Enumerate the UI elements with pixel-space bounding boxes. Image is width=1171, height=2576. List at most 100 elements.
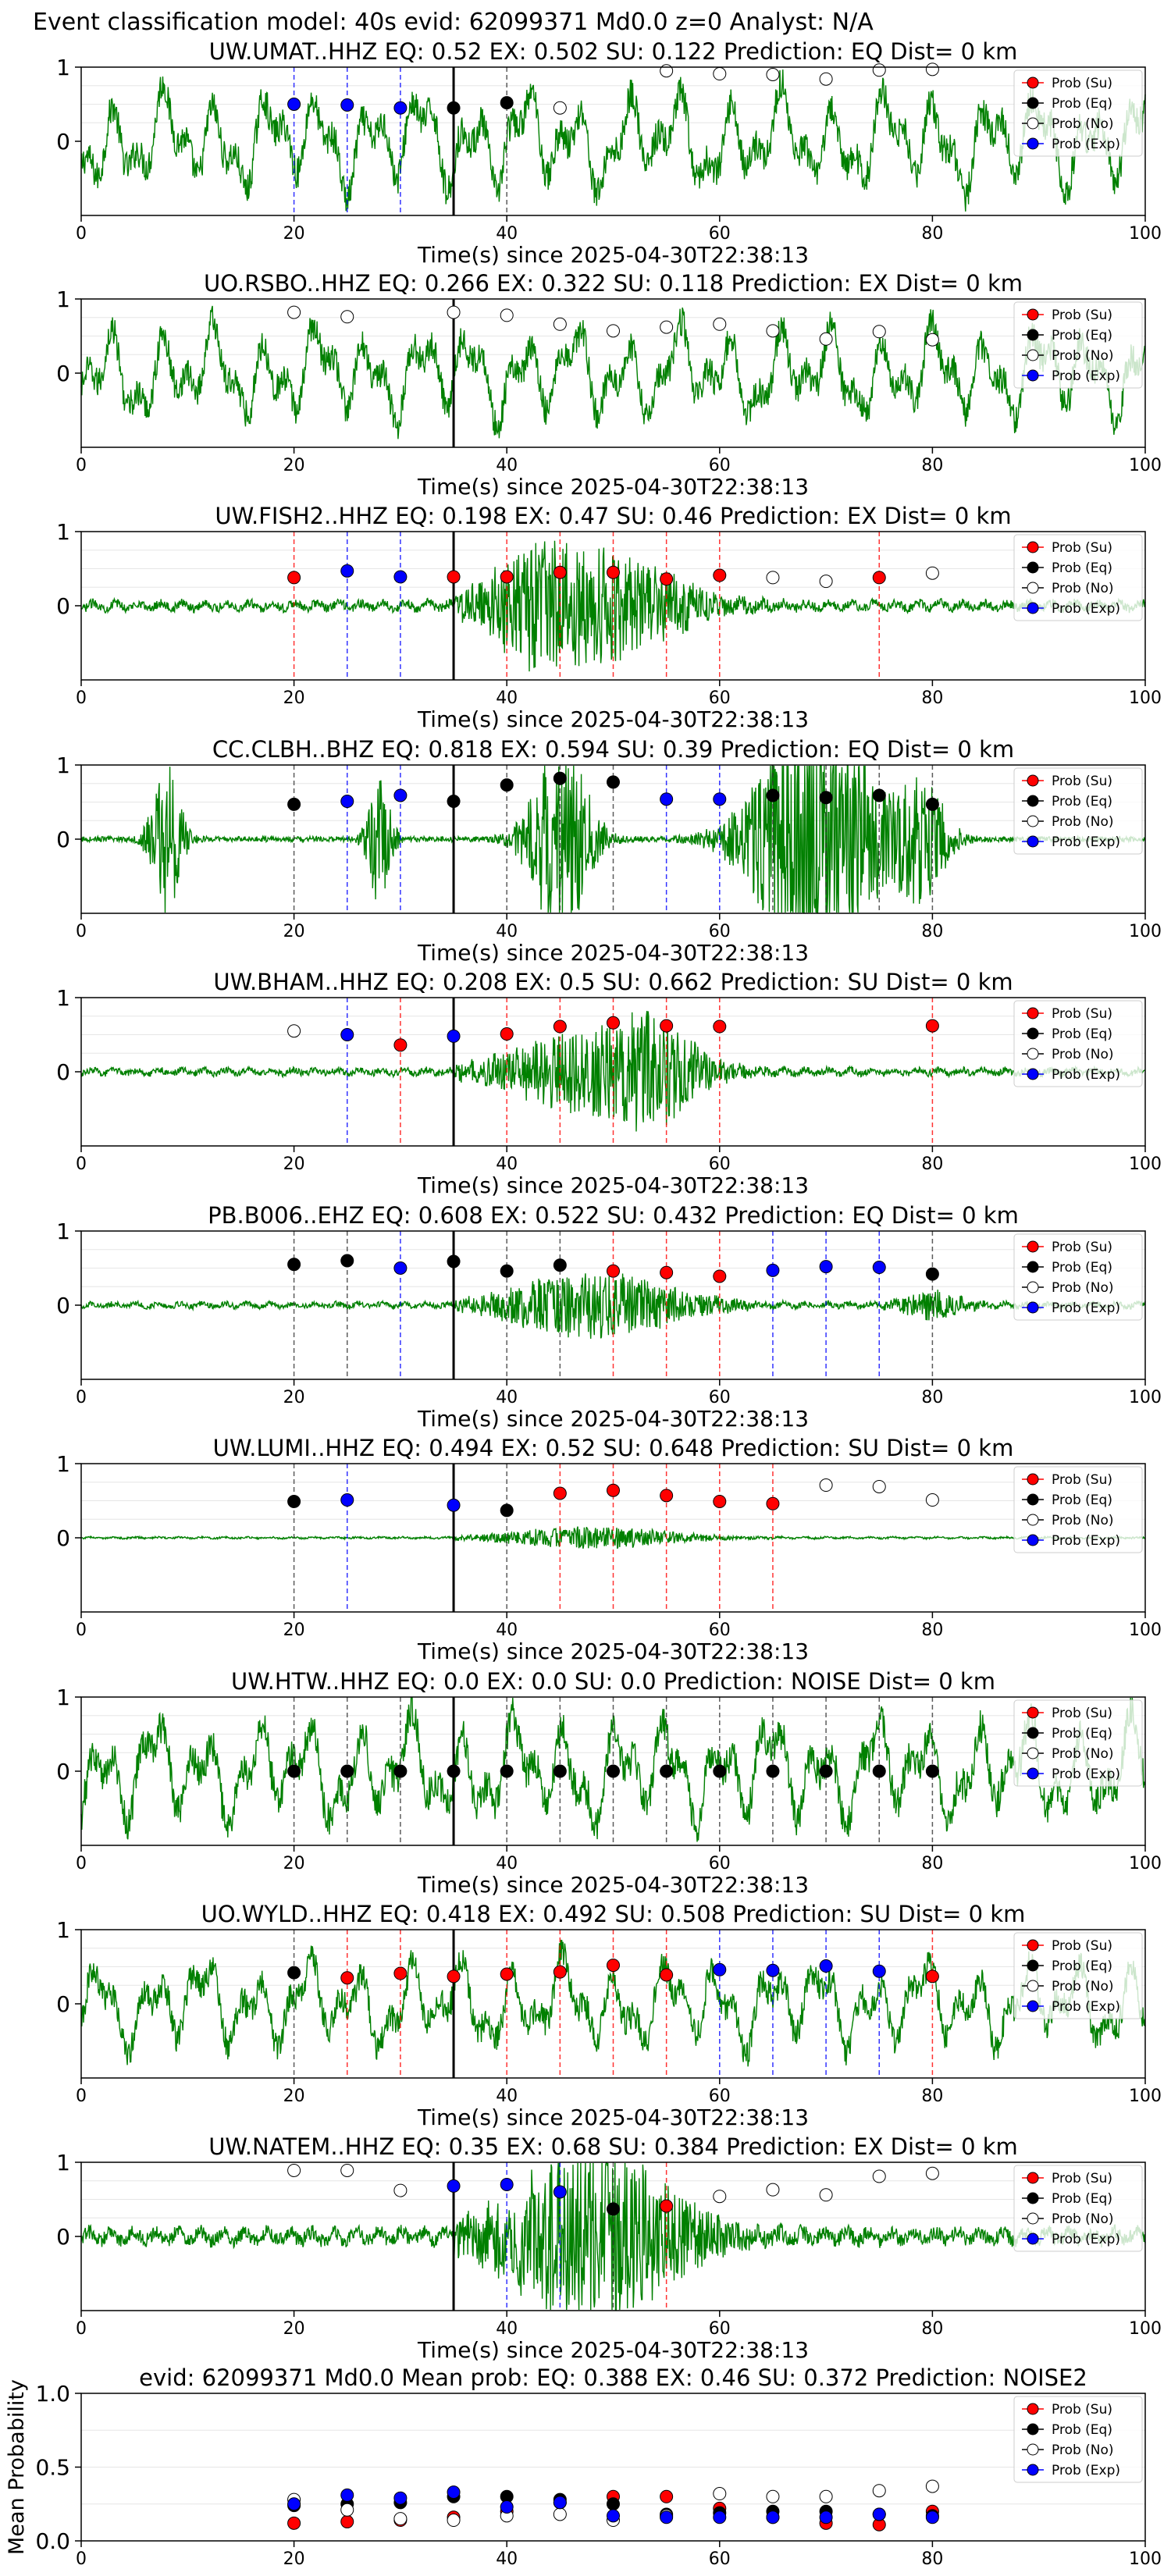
prob-point-su (447, 570, 461, 584)
x-tick-label: 40 (496, 2087, 518, 2106)
prob-point-no (607, 324, 620, 338)
legend-marker-su (1027, 1939, 1039, 1952)
x-tick-label: 0 (76, 2549, 87, 2569)
legend-marker-eq (1027, 561, 1039, 574)
x-tick-label: 60 (709, 456, 731, 475)
prob-point-eq (500, 778, 514, 792)
mean-point-exp (660, 2510, 674, 2524)
prob-point-eq (447, 795, 461, 809)
prob-point-su (660, 1968, 674, 1982)
x-tick-label: 80 (921, 922, 943, 941)
legend-marker-no (1027, 2443, 1039, 2456)
x-tick-label: 80 (921, 2549, 943, 2569)
legend-marker-su (1027, 1007, 1039, 1019)
panels-group: UW.UMAT..HHZ EQ: 0.52 EX: 0.502 SU: 0.12… (5, 38, 1162, 2569)
legend-marker-eq (1027, 1959, 1039, 1972)
prob-point-eq (500, 96, 514, 110)
prob-point-no (872, 2169, 886, 2183)
prob-point-exp (447, 2179, 461, 2193)
prob-point-no (766, 68, 780, 81)
y-tick-label: 0 (56, 2224, 70, 2250)
prob-point-su (553, 1486, 567, 1500)
axes-frame (80, 298, 1146, 448)
x-axis-label: Time(s) since 2025-04-30T22:38:13 (417, 2105, 809, 2130)
x-axis-label: Time(s) since 2025-04-30T22:38:13 (417, 1406, 809, 1432)
prob-point-eq (500, 1764, 514, 1778)
x-tick-label: 0 (76, 456, 87, 475)
x-tick-label: 60 (709, 2319, 731, 2339)
prob-point-exp (447, 1029, 461, 1043)
legend-label-eq: Prob (Eq) (1052, 560, 1112, 576)
prob-point-su (713, 1019, 727, 1034)
legend-marker-no (1027, 1980, 1039, 1992)
x-tick-label: 20 (283, 1155, 305, 1174)
x-tick-label: 80 (921, 1854, 943, 1873)
prob-point-no (872, 1479, 886, 1493)
x-tick-label: 40 (496, 2549, 518, 2569)
y-tick-label: 0 (56, 129, 70, 155)
legend-label-eq: Prob (Eq) (1052, 2191, 1112, 2207)
x-tick-label: 80 (921, 2087, 943, 2106)
mean-point-exp (766, 2510, 780, 2524)
legend-box (1013, 69, 1143, 157)
prob-point-eq (287, 1966, 301, 1980)
y-tick-label: 0 (56, 1059, 70, 1085)
prob-point-no (925, 1493, 939, 1507)
legend-label-su: Prob (Su) (1052, 2171, 1112, 2186)
mean-point-exp (553, 2496, 567, 2510)
legend-label-eq: Prob (Eq) (1052, 328, 1112, 343)
x-tick-label: 0 (76, 1155, 87, 1174)
prob-point-su (660, 1265, 674, 1279)
y-tick-label: 0.5 (35, 2455, 70, 2481)
prob-point-su (553, 1019, 567, 1034)
legend-label-eq: Prob (Eq) (1052, 1959, 1112, 1974)
x-tick-label: 60 (709, 2549, 731, 2569)
prob-point-eq (553, 1764, 567, 1778)
station-panel-2: UO.RSBO..HHZ EQ: 0.266 EX: 0.322 SU: 0.1… (56, 270, 1162, 500)
prob-point-exp (660, 792, 674, 806)
legend-label-eq: Prob (Eq) (1052, 2422, 1112, 2438)
x-tick-label: 100 (1129, 1155, 1162, 1174)
x-tick-label: 0 (76, 688, 87, 708)
legend-marker-eq (1027, 1727, 1039, 1739)
mean-point-no (553, 2507, 567, 2521)
legend-label-su: Prob (Su) (1052, 308, 1112, 323)
x-tick-label: 60 (709, 1155, 731, 1174)
x-axis-label: Time(s) since 2025-04-30T22:38:13 (417, 1638, 809, 1664)
prob-point-no (340, 2163, 354, 2177)
x-tick-label: 40 (496, 1854, 518, 1873)
mean-point-exp (393, 2491, 408, 2505)
prob-point-no (925, 566, 939, 580)
legend-marker-exp (1027, 137, 1039, 150)
prob-point-exp (872, 1964, 886, 1978)
station-panel-5: UW.BHAM..HHZ EQ: 0.208 EX: 0.5 SU: 0.662… (56, 969, 1162, 1198)
legend-marker-su (1027, 2403, 1039, 2415)
legend-label-exp: Prob (Exp) (1052, 2463, 1120, 2478)
prob-point-eq (340, 1764, 354, 1778)
y-tick-label: 0 (56, 593, 70, 619)
prob-point-no (925, 2166, 939, 2180)
x-tick-label: 100 (1129, 1854, 1162, 1873)
prob-point-su (287, 571, 301, 585)
x-tick-label: 40 (496, 456, 518, 475)
legend-label-eq: Prob (Eq) (1052, 1026, 1112, 1042)
prob-point-eq (766, 788, 780, 802)
legend-box (1013, 2396, 1143, 2483)
legend-marker-no (1027, 1514, 1039, 1526)
prob-point-no (660, 64, 674, 78)
legend-marker-eq (1027, 1027, 1039, 1040)
prob-point-exp (766, 1263, 780, 1277)
x-tick-label: 0 (76, 2087, 87, 2106)
prob-point-eq (447, 101, 461, 115)
legend-label-su: Prob (Su) (1052, 76, 1112, 91)
panel-title: UW.FISH2..HHZ EQ: 0.198 EX: 0.47 SU: 0.4… (215, 503, 1011, 529)
prob-point-no (766, 2183, 780, 2197)
prob-point-no (287, 2163, 301, 2177)
prob-point-eq (607, 1764, 620, 1778)
legend-label-eq: Prob (Eq) (1052, 1493, 1112, 1508)
mean-probability-panel: evid: 62099371 Md0.0 Mean prob: EQ: 0.38… (5, 2364, 1162, 2569)
legend-marker-exp (1027, 1534, 1039, 1546)
legend-label-su: Prob (Su) (1052, 1938, 1112, 1954)
prob-point-no (660, 320, 674, 334)
y-tick-label: 0 (56, 361, 70, 386)
